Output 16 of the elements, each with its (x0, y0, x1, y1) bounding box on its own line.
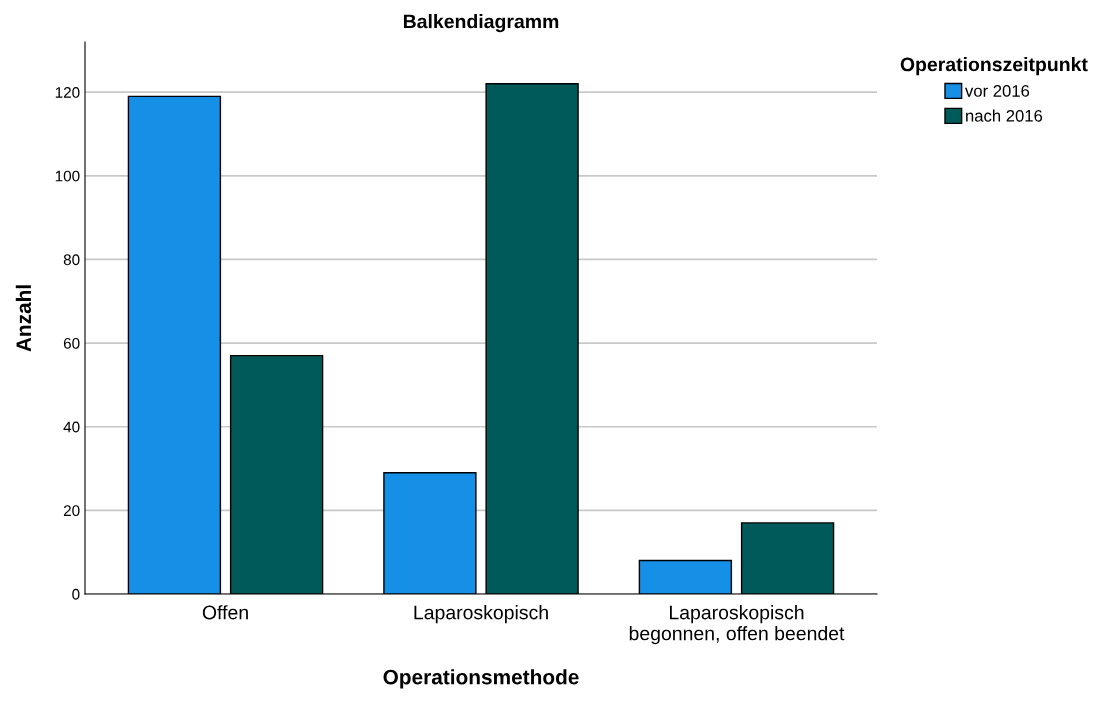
legend-label: nach 2016 (966, 109, 1043, 122)
y-axis-title: Anzahl (15, 285, 32, 352)
x-tick-label: Laparoskopisch (414, 605, 548, 624)
legend-title: Operationszeitpunkt (900, 57, 1088, 76)
y-tick-label: 0 (72, 588, 80, 600)
y-tick-label: 60 (63, 337, 80, 349)
y-tick-label: 20 (63, 505, 80, 517)
y-tick-label: 80 (63, 254, 80, 266)
x-tick-label: Laparoskopisch begonnen, offen beendet (629, 605, 845, 645)
y-tick-label: 100 (55, 170, 80, 182)
chart-title: Balkendiagramm (403, 14, 559, 33)
legend-label: vor 2016 (965, 84, 1030, 97)
x-axis-title: Operationsmethode (383, 669, 579, 689)
y-tick-label: 120 (55, 87, 80, 98)
y-tick-label: 40 (63, 421, 80, 433)
x-tick-label: Offen (202, 605, 248, 620)
